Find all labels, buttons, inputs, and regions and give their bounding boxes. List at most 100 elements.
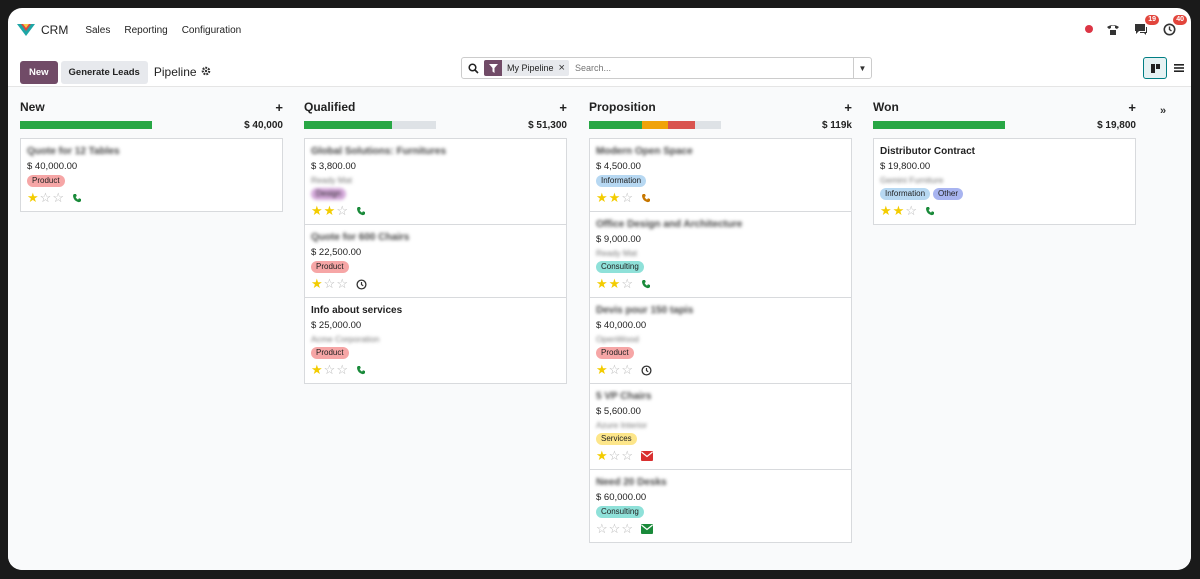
priority-star-icon[interactable]: ☆ xyxy=(621,276,633,291)
priority-star-icon[interactable]: ☆ xyxy=(336,362,348,377)
priority-star-icon[interactable]: ★ xyxy=(311,203,323,218)
priority-star-icon[interactable]: ★ xyxy=(596,448,608,463)
priority-star-icon[interactable]: ☆ xyxy=(621,521,633,536)
priority-star-icon[interactable]: ★ xyxy=(608,276,621,291)
crm-app-logo[interactable]: CRM xyxy=(17,23,68,37)
priority-star-icon[interactable]: ☆ xyxy=(323,276,336,291)
activity-clock-icon[interactable]: 40 xyxy=(1161,15,1187,37)
column-header: New + xyxy=(20,87,283,119)
generate-leads-button[interactable]: Generate Leads xyxy=(60,60,148,84)
mail-activity-icon[interactable] xyxy=(640,451,653,461)
priority-star-icon[interactable]: ★ xyxy=(27,190,39,205)
column-title[interactable]: New xyxy=(20,100,45,114)
lead-card[interactable]: Quote for 600 Chairs $ 22,500.00 Product ★ ☆… xyxy=(305,225,566,298)
card-footer: ★ ★ ☆ xyxy=(880,204,1129,218)
priority-star-icon[interactable]: ★ xyxy=(596,276,608,291)
lead-card[interactable]: Modern Open Space $ 4,500.00 Information ★ ★… xyxy=(590,139,851,212)
tag-badge: Product xyxy=(27,175,65,187)
priority-star-icon[interactable]: ★ xyxy=(608,190,621,205)
priority-star-icon[interactable]: ★ xyxy=(311,362,323,377)
priority-star-icon[interactable]: ☆ xyxy=(39,190,52,205)
priority-star-icon[interactable]: ★ xyxy=(323,203,336,218)
priority-star-icon[interactable]: ☆ xyxy=(621,190,633,205)
phone-activity-icon[interactable] xyxy=(356,365,366,375)
phone-activity-icon[interactable] xyxy=(641,193,651,203)
priority-star-icon[interactable]: ★ xyxy=(880,203,892,218)
search-input[interactable] xyxy=(574,63,853,73)
lead-amount: $ 60,000.00 xyxy=(596,492,647,503)
priority-star-icon[interactable]: ★ xyxy=(596,190,608,205)
recording-status-icon[interactable] xyxy=(1085,25,1093,33)
chevron-down-icon[interactable]: ▼ xyxy=(853,58,871,78)
menu-configuration[interactable]: Configuration xyxy=(181,24,242,36)
priority-star-icon[interactable]: ☆ xyxy=(323,362,336,377)
lead-title: Info about services xyxy=(311,305,403,316)
priority-star-icon[interactable]: ☆ xyxy=(621,362,633,377)
priority-star-icon[interactable]: ★ xyxy=(596,362,608,377)
gear-icon[interactable] xyxy=(201,66,211,79)
column-title[interactable]: Won xyxy=(873,100,899,114)
clock-activity-icon[interactable] xyxy=(641,364,652,376)
card-list: Modern Open Space $ 4,500.00 Information ★ ★… xyxy=(589,138,852,543)
lead-amount: $ 3,800.00 xyxy=(311,161,356,172)
lead-card[interactable]: Global Solutions: Furnitures $ 3,800.00 Re… xyxy=(305,139,566,225)
lead-card[interactable]: Quote for 12 Tables $ 40,000.00 Product ★ ☆ ☆ xyxy=(21,139,282,211)
priority-star-icon[interactable]: ☆ xyxy=(621,448,633,463)
column-title[interactable]: Qualified xyxy=(304,100,356,114)
progress-segment[interactable] xyxy=(392,121,436,129)
priority-star-icon[interactable]: ☆ xyxy=(608,362,621,377)
clock-activity-icon[interactable] xyxy=(356,278,367,290)
quick-create-icon[interactable]: + xyxy=(1128,99,1136,115)
lead-card[interactable]: Info about services $ 25,000.00 Acme Corpo… xyxy=(305,298,566,383)
lead-card[interactable]: Devis pour 150 tapis $ 40,000.00 OpenWood P… xyxy=(590,298,851,384)
control-panel: New Generate Leads Pipeline My Pipeline … xyxy=(8,52,1191,92)
lead-card[interactable]: Distributor Contract $ 19,800.00 Gemini Fu… xyxy=(874,139,1135,224)
priority-star-icon[interactable]: ☆ xyxy=(905,203,917,218)
chat-badge: 19 xyxy=(1145,15,1159,25)
list-view-icon[interactable] xyxy=(1167,57,1191,79)
chat-icon[interactable]: 19 xyxy=(1133,15,1159,37)
tag-list: Services xyxy=(596,433,845,445)
progress-segment[interactable] xyxy=(694,121,721,129)
lead-card[interactable]: 5 VP Chairs $ 5,600.00 Azure Interior Servi… xyxy=(590,384,851,470)
mail-activity-icon[interactable] xyxy=(640,524,653,534)
lead-card[interactable]: Need 20 Desks $ 60,000.00 Consulting ☆ ☆ ☆ xyxy=(590,470,851,542)
progress-segment[interactable] xyxy=(668,121,695,129)
priority-star-icon[interactable]: ☆ xyxy=(336,203,348,218)
priority-star-icon[interactable]: ☆ xyxy=(608,448,621,463)
priority-star-icon[interactable]: ★ xyxy=(311,276,323,291)
lead-amount: $ 40,000.00 xyxy=(596,320,647,331)
lead-company: Gemini Furniture xyxy=(880,175,944,185)
fold-columns-icon[interactable]: » xyxy=(1160,105,1167,117)
priority-star-icon[interactable]: ★ xyxy=(892,203,905,218)
column-title[interactable]: Proposition xyxy=(589,100,656,114)
priority-star-icon[interactable]: ☆ xyxy=(608,521,621,536)
lead-card[interactable]: Office Design and Architecture $ 9,000.00… xyxy=(590,212,851,298)
priority-star-icon[interactable]: ☆ xyxy=(336,276,348,291)
priority-star-icon[interactable]: ☆ xyxy=(52,190,64,205)
close-icon[interactable]: × xyxy=(558,62,565,74)
column-total: $ 51,300 xyxy=(528,119,567,131)
phone-activity-icon[interactable] xyxy=(925,206,935,216)
phone-activity-icon[interactable] xyxy=(72,193,82,203)
quick-create-icon[interactable]: + xyxy=(559,99,567,115)
quick-create-icon[interactable]: + xyxy=(275,99,283,115)
menu-reporting[interactable]: Reporting xyxy=(124,24,168,36)
phone-activity-icon[interactable] xyxy=(641,279,651,289)
menu-sales[interactable]: Sales xyxy=(85,24,111,36)
kanban-view-icon[interactable] xyxy=(1143,57,1167,79)
card-footer: ★ ☆ ☆ xyxy=(27,191,276,205)
search-icon[interactable] xyxy=(462,62,484,74)
new-button[interactable]: New xyxy=(20,60,58,84)
progress-segment[interactable] xyxy=(20,121,152,129)
progress-segment[interactable] xyxy=(873,121,1005,129)
progress-segment[interactable] xyxy=(589,121,642,129)
quick-create-icon[interactable]: + xyxy=(844,99,852,115)
phone-activity-icon[interactable] xyxy=(356,206,366,216)
priority-star-icon[interactable]: ☆ xyxy=(596,521,608,536)
progress-segment[interactable] xyxy=(304,121,393,129)
lead-company: OpenWood xyxy=(596,334,639,344)
phone-icon[interactable] xyxy=(1105,21,1121,37)
progress-segment[interactable] xyxy=(641,121,669,129)
lead-amount: $ 19,800.00 xyxy=(880,161,931,172)
